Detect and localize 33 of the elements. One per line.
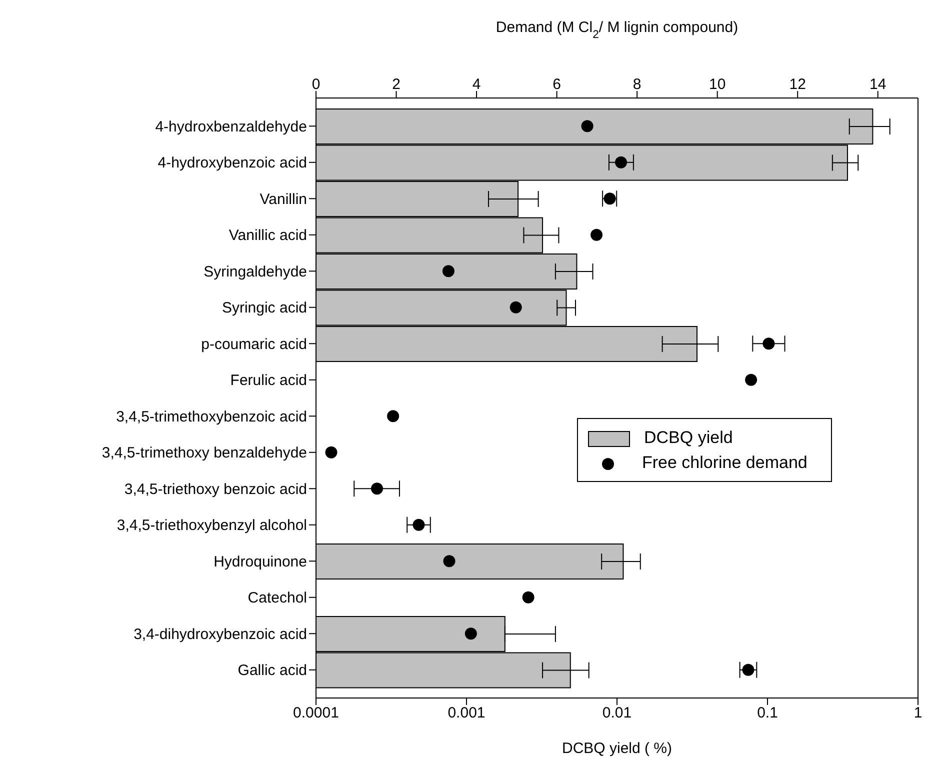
x-tick-label: 0.0001	[293, 704, 339, 722]
y-tick-label: Syringic acid	[222, 300, 307, 317]
y-tick-label: 3,4,5-triethoxy benzoic acid	[124, 480, 307, 498]
y-tick-label: Catechol	[248, 590, 307, 607]
y-tick-label: 4-hydroxbenzaldehyde	[155, 118, 307, 136]
x2-tick-label: 4	[472, 76, 481, 93]
y-tick-label: 3,4,5-triethoxybenzyl alcohol	[116, 517, 307, 534]
x2-tick-label: 2	[392, 76, 400, 93]
x2-tick-label: 14	[870, 76, 886, 93]
y-tick-label: Vanillic acid	[228, 227, 307, 244]
y-tick-label: p-coumaric acid	[201, 336, 307, 353]
y-tick-label: 4-hydroxybenzoic acid	[158, 154, 307, 172]
y-tick-label: 3,4,5-trimethoxybenzoic acid	[116, 408, 307, 426]
x2-tick-label: 8	[632, 76, 642, 93]
y-tick-label: 3,4,5-trimethoxy benzaldehyde	[102, 444, 307, 462]
y-tick-label: 3,4-dihydroxybenzoic acid	[134, 626, 307, 643]
x2-axis-title: Demand (M Cl$_{2}$/ M lignin compound)	[496, 19, 738, 41]
x-tick-label: 0.001	[448, 704, 486, 722]
x-axis-title: DCBQ yield ( %)	[562, 740, 672, 757]
x2-tick-label: 10	[708, 76, 726, 93]
x-tick-label: 0.01	[602, 704, 632, 722]
x2-tick-label: 12	[789, 76, 806, 93]
x-tick-label: 1	[914, 704, 922, 722]
x-tick-label: 0.1	[757, 704, 778, 722]
y-tick-label: Vanillin	[260, 190, 307, 208]
x2-tick-label: 0	[312, 76, 320, 93]
legend-label: Free chlorine demand	[642, 453, 808, 472]
y-tick-label: Syringaldehyde	[204, 263, 307, 280]
y-tick-label: Ferulic acid	[230, 372, 307, 390]
legend-label: DCBQ yield	[644, 428, 733, 447]
y-tick-label: Gallic acid	[238, 662, 307, 680]
y-tick-label: Hydroquinone	[214, 553, 307, 570]
x2-tick-label: 6	[552, 76, 561, 93]
